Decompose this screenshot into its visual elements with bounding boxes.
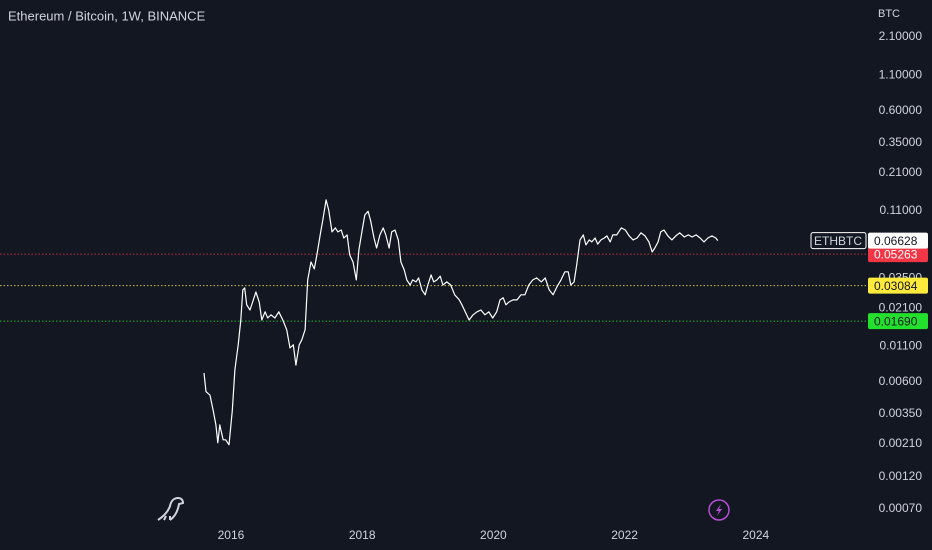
symbol-tag [810, 232, 867, 250]
level-label: 0.01690 [874, 314, 918, 328]
x-tick-label: 2018 [349, 528, 376, 542]
logo [157, 496, 185, 521]
y-tick-label: 0.60000 [879, 103, 923, 117]
level-tag [868, 246, 928, 263]
chart-title: Ethereum / Bitcoin, 1W, BINANCE [8, 8, 206, 23]
y-tick-label: 0.21000 [879, 165, 923, 179]
lightning-icon[interactable] [708, 499, 730, 521]
symbol-label: ETHBTC [814, 234, 862, 248]
y-tick-label: 0.02100 [879, 300, 923, 314]
x-tick-label: 2024 [742, 528, 769, 542]
y-tick-label: 0.00070 [879, 501, 923, 515]
level-label: 0.03084 [874, 279, 918, 293]
price-line [203, 199, 719, 446]
x-tick-label: 2016 [218, 528, 245, 542]
y-tick-label: 0.00210 [879, 436, 923, 450]
y-tick-label: 2.10000 [879, 29, 923, 43]
last-price-tag [868, 232, 928, 249]
last-price-label: 0.06628 [874, 234, 918, 248]
y-tick-label: 0.00600 [879, 374, 923, 388]
x-tick-label: 2020 [480, 528, 507, 542]
y-tick-label: 0.00120 [879, 469, 923, 483]
x-tick-label: 2022 [611, 528, 638, 542]
y-tick-label: 0.00350 [879, 406, 923, 420]
y-tick-label: 0.01100 [880, 339, 923, 353]
y-tick-label: 1.10000 [879, 67, 923, 81]
y-axis-label: BTC [878, 8, 900, 20]
y-tick-label: 0.35000 [879, 135, 923, 149]
level-label: 0.05263 [874, 247, 918, 261]
level-tag [868, 313, 928, 330]
level-tag [868, 277, 928, 294]
y-tick-label: 0.11000 [880, 203, 923, 217]
